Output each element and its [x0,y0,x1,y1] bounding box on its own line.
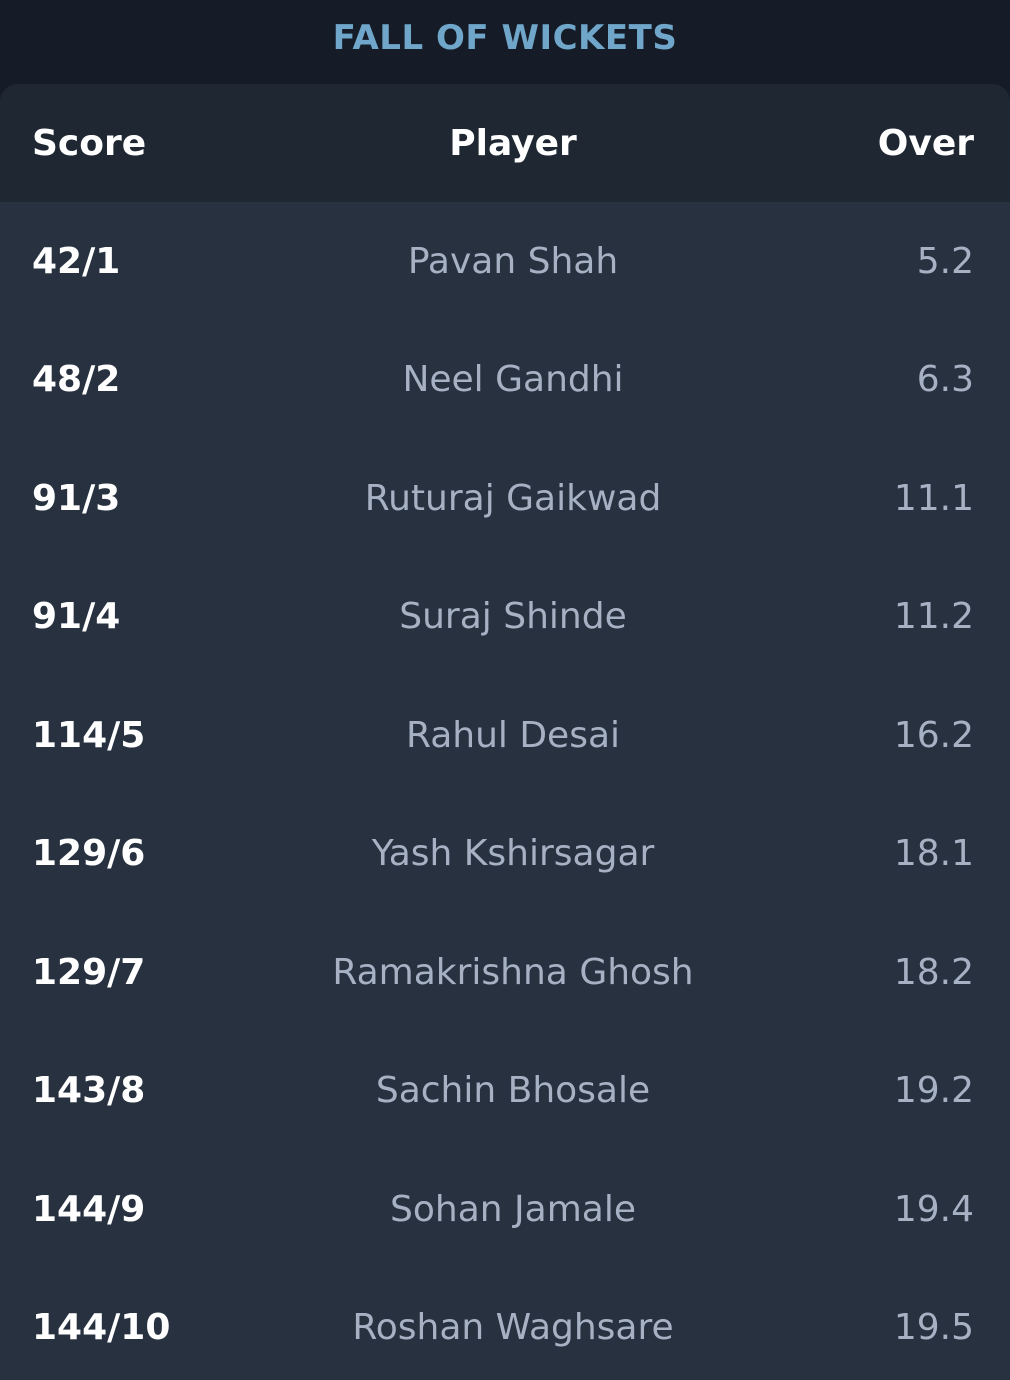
score-cell: 91/4 [32,596,121,638]
player-cell: Ramakrishna Ghosh [332,951,694,993]
table-row: 42/1 Pavan Shah 5.2 [0,202,1010,321]
score-cell: 129/6 [32,833,146,875]
score-cell: 129/7 [32,951,146,993]
player-cell: Suraj Shinde [399,596,627,638]
table-row: 144/9 Sohan Jamale 19.4 [0,1150,1010,1269]
column-header-over: Over [877,122,974,164]
player-cell: Yash Kshirsagar [371,833,655,875]
score-cell: 42/1 [32,240,121,282]
table-row: 48/2 Neel Gandhi 6.3 [0,321,1010,440]
over-cell: 19.4 [893,1188,974,1230]
over-cell: 19.5 [893,1307,974,1349]
score-cell: 48/2 [32,359,121,401]
over-cell: 18.2 [893,951,974,993]
table-row: 91/3 Ruturaj Gaikwad 11.1 [0,439,1010,558]
score-cell: 91/3 [32,477,121,519]
table-row: 91/4 Suraj Shinde 11.2 [0,558,1010,677]
over-cell: 6.3 [916,359,974,401]
column-header-score: Score [32,122,147,164]
player-cell: Sachin Bhosale [375,1070,651,1112]
section-title: FALL OF WICKETS [332,18,678,58]
over-cell: 11.1 [893,477,974,519]
player-cell: Roshan Waghsare [352,1307,674,1349]
over-cell: 11.2 [893,596,974,638]
player-cell: Ruturaj Gaikwad [364,477,662,519]
table-body: 42/1 Pavan Shah 5.2 48/2 Neel Gandhi 6.3… [0,202,1010,1380]
over-cell: 18.1 [893,833,974,875]
player-cell: Pavan Shah [407,240,619,282]
score-cell: 144/9 [32,1188,146,1230]
over-cell: 5.2 [916,240,974,282]
table-row: 129/7 Ramakrishna Ghosh 18.2 [0,913,1010,1032]
table-row: 129/6 Yash Kshirsagar 18.1 [0,795,1010,914]
table-row: 143/8 Sachin Bhosale 19.2 [0,1032,1010,1151]
score-cell: 144/10 [32,1307,171,1349]
over-cell: 16.2 [893,714,974,756]
table-header-row: Score Player Over [0,84,1010,202]
over-cell: 19.2 [893,1070,974,1112]
fall-of-wickets-table: Score Player Over 42/1 Pavan Shah 5.2 48… [0,84,1010,1380]
table-row: 144/10 Roshan Waghsare 19.5 [0,1269,1010,1380]
column-header-player: Player [449,122,577,164]
score-cell: 143/8 [32,1070,146,1112]
score-cell: 114/5 [32,714,146,756]
player-cell: Neel Gandhi [402,359,624,401]
player-cell: Sohan Jamale [390,1188,636,1230]
table-row: 114/5 Rahul Desai 16.2 [0,676,1010,795]
player-cell: Rahul Desai [405,714,621,756]
